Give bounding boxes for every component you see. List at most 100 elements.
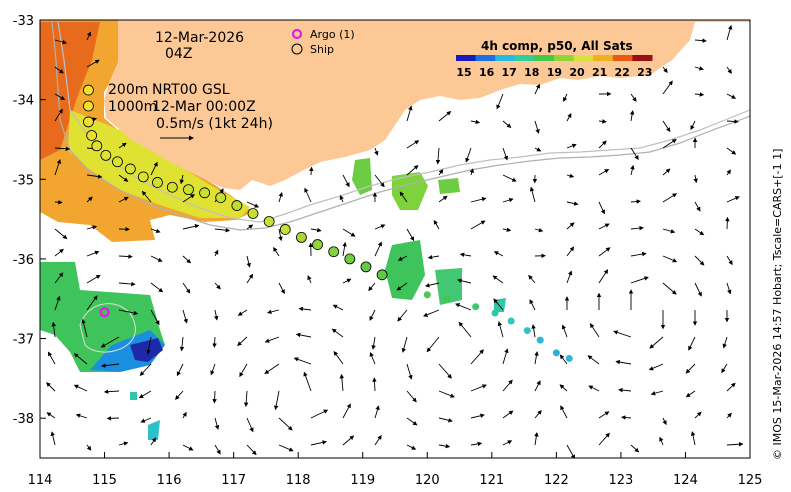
ship-track-point[interactable] <box>263 216 275 227</box>
ship-track-tail-point[interactable] <box>472 303 480 311</box>
ship-track-point[interactable] <box>83 84 94 96</box>
ship-track-point[interactable] <box>112 156 123 168</box>
current-vector-arrow <box>138 390 152 399</box>
current-vector-arrow <box>566 444 576 458</box>
current-vector-arrow <box>559 384 568 392</box>
current-vector-arrow <box>54 108 63 122</box>
longitude-axis: 114 115 116 117 118 119 120 121 122 123 124 125 <box>28 452 763 488</box>
current-vector-arrow <box>470 349 484 365</box>
current-vector-arrow <box>426 336 440 353</box>
current-vector-arrow <box>342 278 352 284</box>
current-vector-arrow <box>54 228 68 240</box>
current-vector-arrow <box>566 173 575 178</box>
colorbar-tick-label: 18 <box>524 66 539 79</box>
ship-track-tail-point[interactable] <box>507 317 515 325</box>
current-vector-arrow <box>566 222 575 230</box>
ship-track-point[interactable] <box>83 100 94 112</box>
current-vector-arrow <box>694 92 705 97</box>
ship-track-tail-point[interactable] <box>443 295 451 303</box>
current-vector-arrow <box>406 444 417 450</box>
ship-track-tail-point[interactable] <box>423 291 431 299</box>
current-vector-arrow <box>212 390 217 404</box>
argo-float-marker[interactable] <box>99 307 110 318</box>
current-vector-arrow <box>650 390 664 396</box>
current-vector-arrow <box>86 444 92 451</box>
ship-track-point[interactable] <box>215 192 227 203</box>
current-vector-arrow <box>54 146 71 151</box>
ship-track-point[interactable] <box>166 181 178 193</box>
ship-track-point[interactable] <box>137 171 149 183</box>
current-vector-arrow <box>374 241 382 257</box>
ship-track-tail-point[interactable] <box>536 336 544 344</box>
current-vector-arrow <box>374 174 385 188</box>
current-vector-arrow <box>427 254 440 260</box>
current-vector-arrow <box>598 201 605 215</box>
ship-track-point[interactable] <box>231 200 243 211</box>
current-vector-arrow <box>146 336 152 355</box>
current-vector-arrow <box>246 417 254 433</box>
current-vector-arrow <box>176 363 184 377</box>
current-vector-arrow <box>406 228 415 242</box>
current-vector-arrow <box>140 417 152 423</box>
ship-track-point[interactable] <box>376 269 388 281</box>
current-vector-arrow <box>630 199 641 204</box>
current-vector-arrow <box>502 197 514 203</box>
current-vector-arrow <box>690 431 696 446</box>
ship-track-point[interactable] <box>296 232 307 243</box>
ship-track-point[interactable] <box>279 224 291 235</box>
current-vector-arrow <box>630 164 635 176</box>
current-vector-arrow <box>54 66 64 74</box>
ship-track-tail-point[interactable] <box>565 354 573 362</box>
current-vector-arrow <box>342 174 350 188</box>
ship-track-tail-point[interactable] <box>491 309 499 317</box>
ship-track-point[interactable] <box>86 130 98 141</box>
ship-track-point[interactable] <box>183 184 194 196</box>
ship-track-point[interactable] <box>124 163 136 175</box>
ship-track-point[interactable] <box>328 246 340 258</box>
current-vector-arrow <box>182 282 191 294</box>
current-vector-arrow <box>374 147 379 156</box>
ship-track-point[interactable] <box>360 261 372 273</box>
current-vector-arrow <box>406 417 418 426</box>
ship-track-point[interactable] <box>152 177 163 188</box>
ship-track-point[interactable] <box>100 149 112 161</box>
current-vector-arrow <box>726 66 732 74</box>
current-vector-arrow <box>438 195 448 203</box>
current-vector-arrow <box>118 309 139 316</box>
current-vector-arrow <box>86 225 98 230</box>
current-vector-arrow <box>470 384 487 392</box>
current-vector-arrow <box>397 255 408 261</box>
current-vector-arrow <box>470 197 487 203</box>
ship-track-point[interactable] <box>312 239 323 250</box>
current-vector-arrow <box>54 248 64 257</box>
ship-track-point[interactable] <box>83 116 94 128</box>
current-vector-arrow <box>303 371 312 392</box>
current-vector-arrow <box>566 270 573 284</box>
current-vector-arrow <box>51 321 56 338</box>
ship-track-point[interactable] <box>91 140 103 152</box>
sst-swath-central-5 <box>435 268 462 305</box>
current-vector-arrow <box>502 147 509 161</box>
ship-track-point[interactable] <box>199 187 210 199</box>
current-vector-arrow <box>406 165 419 176</box>
current-vector-arrow <box>465 147 472 163</box>
ship-track-tail-point[interactable] <box>523 327 531 335</box>
current-vector-arrow <box>470 413 485 419</box>
current-vector-arrow <box>371 336 376 350</box>
ship-track-point[interactable] <box>247 208 259 219</box>
current-vector-arrow <box>118 196 129 203</box>
current-vector-arrow <box>86 31 92 41</box>
current-vector-arrow <box>726 119 739 124</box>
sst-swath-cyan-3 <box>130 392 137 400</box>
current-vector-arrow <box>534 351 539 365</box>
current-vector-arrow <box>368 282 376 292</box>
current-vector-arrow <box>339 194 344 203</box>
current-vector-arrow <box>73 384 88 392</box>
ship-track-point[interactable] <box>344 253 356 265</box>
ship-track-tail-point[interactable] <box>552 349 560 357</box>
current-vector-arrow <box>246 255 251 268</box>
latitude-axis: -33 -34 -35 -36 -37 -38 <box>13 14 46 427</box>
lon-tick-label: 125 <box>738 473 763 488</box>
current-vector-arrow <box>435 147 441 165</box>
current-vector-arrow <box>726 196 740 203</box>
